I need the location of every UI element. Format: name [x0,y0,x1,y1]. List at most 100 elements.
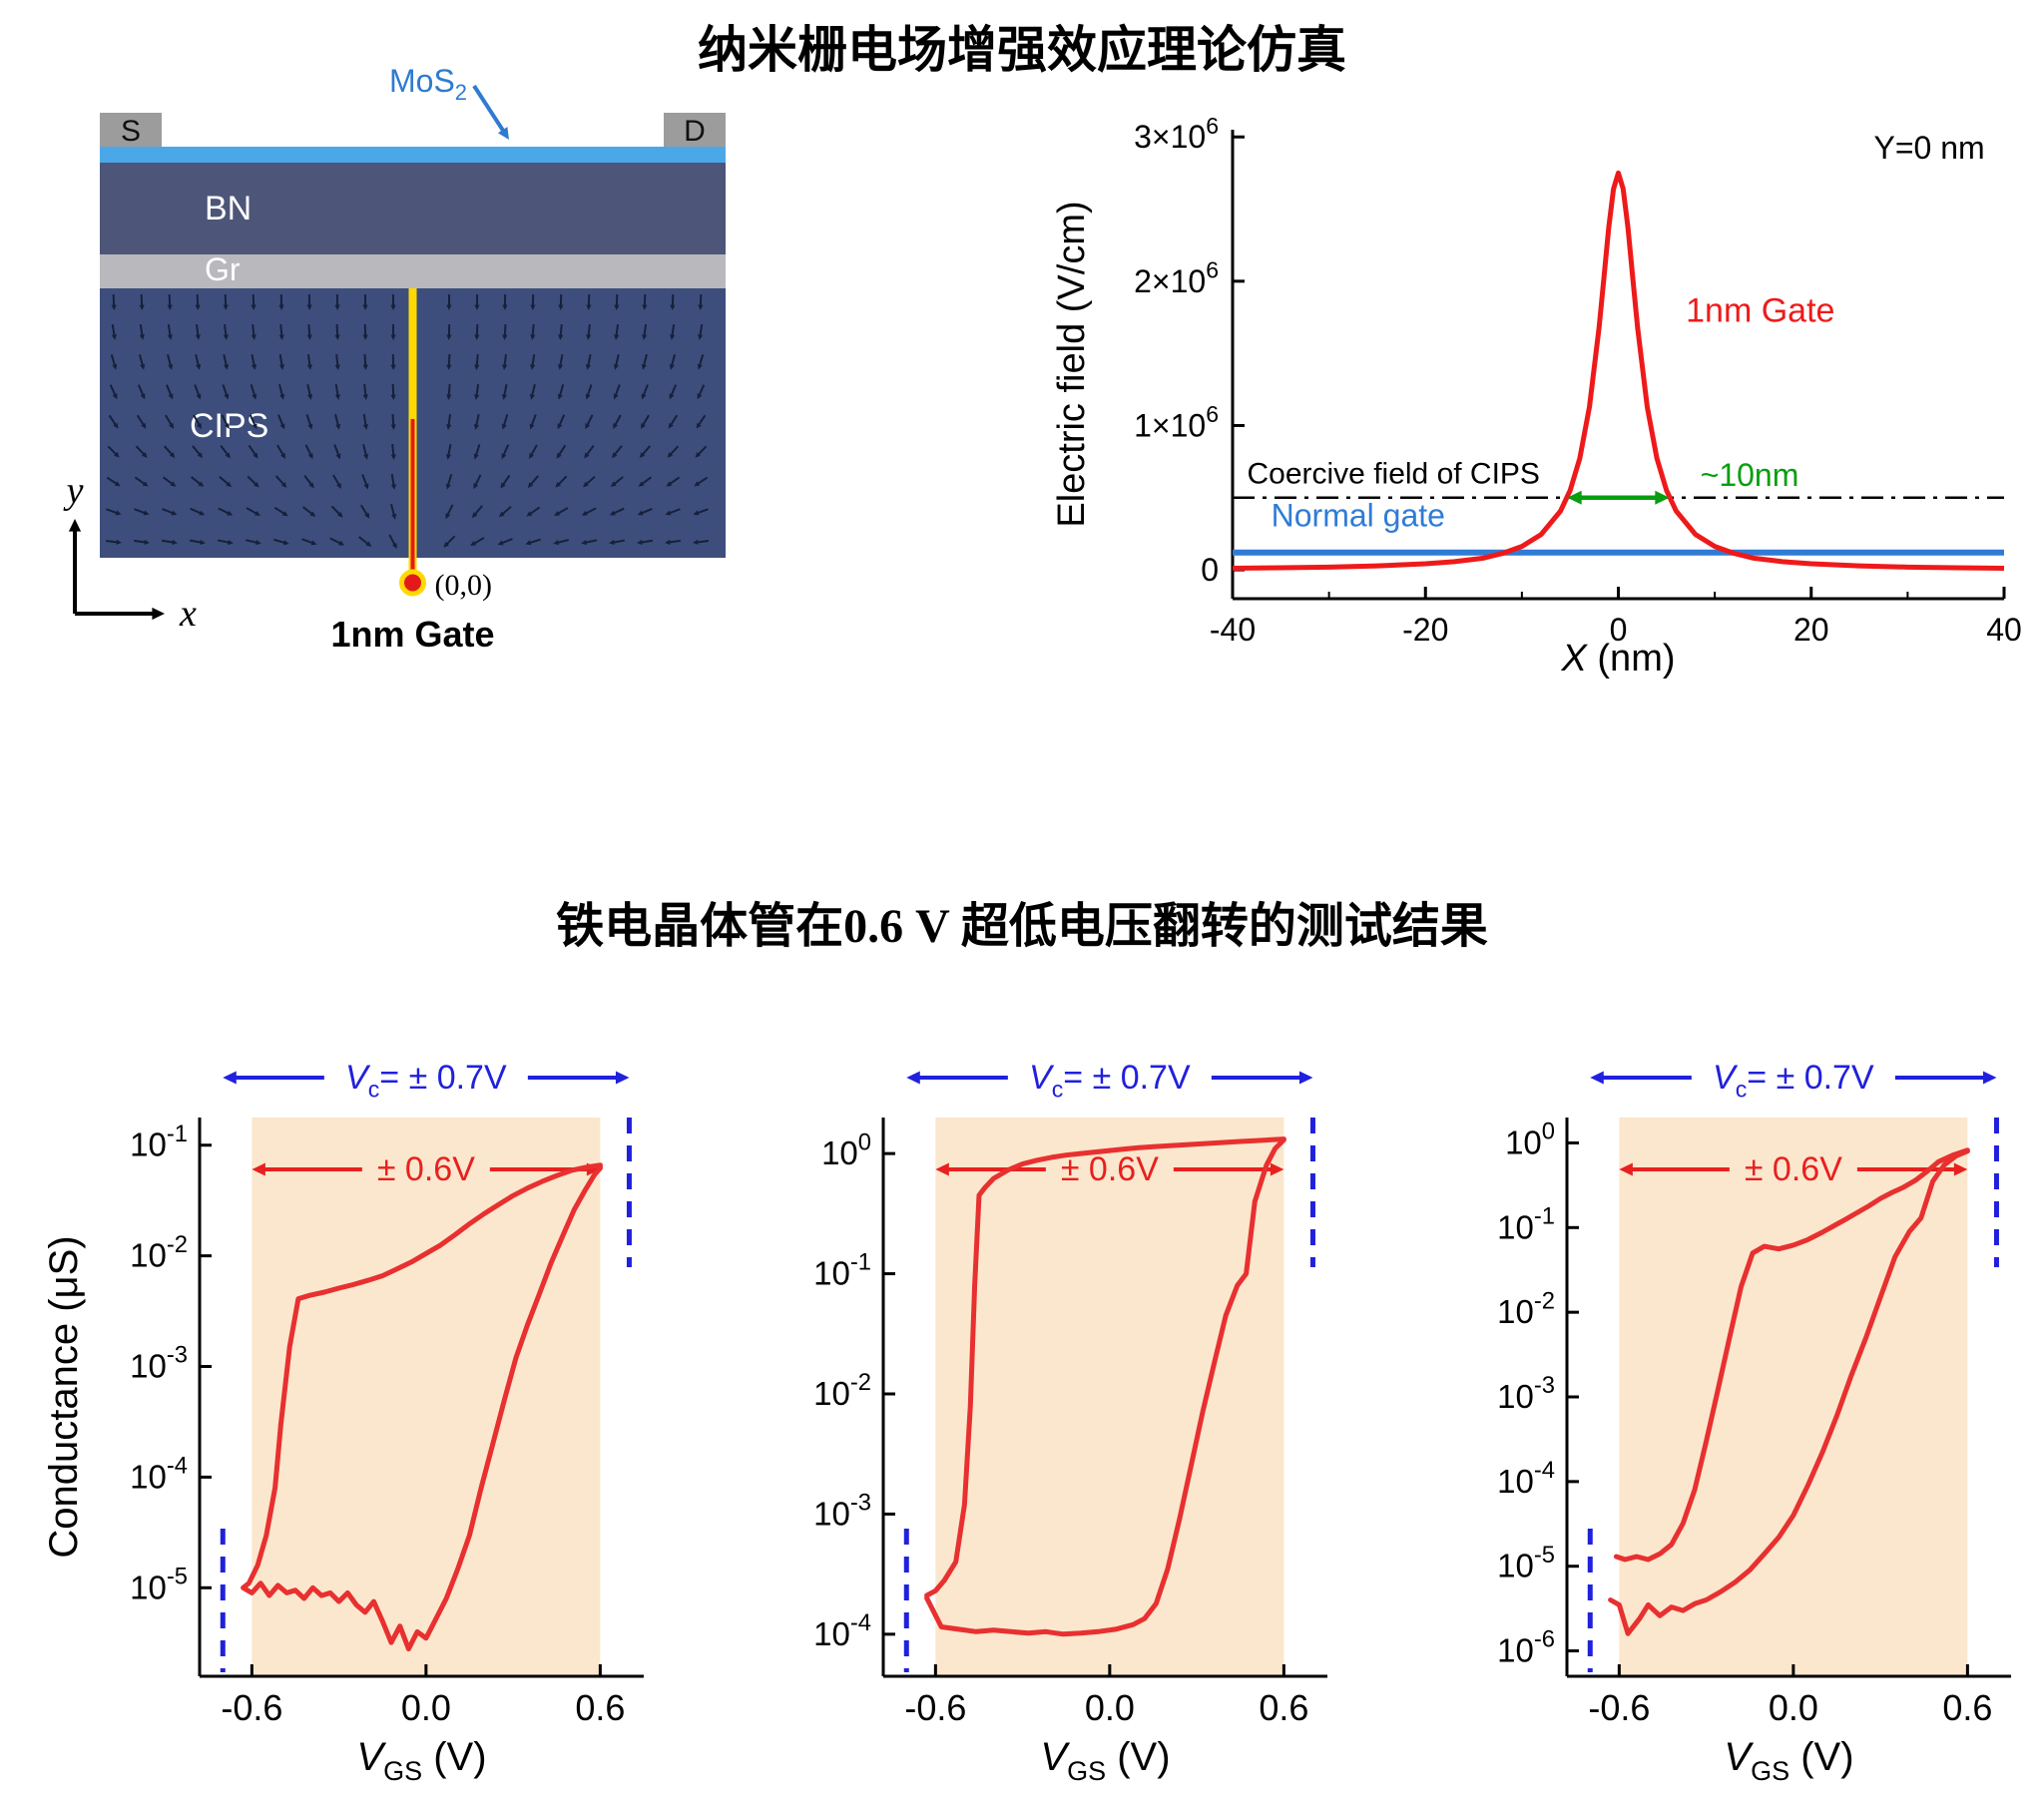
field-arrow [221,414,230,430]
field-arrow [362,413,368,430]
field-arrow [306,323,312,340]
field-arrow [250,384,257,400]
field-arrow [390,293,396,310]
sweep-annotation: ± 0.6V [1061,1150,1159,1188]
field-arrow [665,508,681,516]
field-arrow [526,506,541,517]
field-arrow [501,383,508,400]
field-arrow [251,323,256,340]
field-arrow [666,476,681,487]
field-arrow [530,323,536,340]
field-arrow [136,414,147,429]
field-arrow [306,353,312,370]
y-tick-label: 10-1 [130,1121,188,1163]
field-arrow [218,507,234,516]
field-arrow [669,384,678,400]
field-arrow [362,383,368,400]
field-arrow [556,444,567,459]
field-arrow [110,354,118,370]
field-arrow [529,383,536,400]
x-tick-label: 40 [1986,612,2022,648]
y-tick-label: 10-3 [130,1342,188,1385]
field-arrow [164,414,175,429]
y-tick-label: 10-1 [1497,1202,1555,1245]
width-arrow [1567,490,1670,505]
field-arrow [334,353,340,370]
field-arrow [195,323,201,340]
field-arrow [553,539,570,546]
field-arrow [610,476,624,488]
field-arrow [529,414,537,430]
field-arrow [167,354,174,370]
field-arrow [390,323,396,340]
field-arrow [273,506,288,517]
field-arrow [642,323,648,340]
y-tick-label: 10-5 [1497,1542,1555,1584]
y-tick-label: 10-4 [813,1609,871,1652]
field-arrow [334,293,340,310]
bn-layer [100,163,726,254]
x-tick-label: 20 [1793,612,1829,648]
field-arrow [195,293,201,310]
y-tick-label: 10-6 [1497,1626,1555,1669]
field-arrow [613,353,620,370]
field-arrow [527,475,539,489]
y-tick-label: 3×106 [1134,113,1219,155]
field-arrow [305,414,313,430]
y-tick-label: 10-4 [130,1453,188,1496]
field-arrow [474,323,480,340]
field-arrow [247,475,259,488]
field-arrow [301,538,317,546]
field-arrow [584,444,595,459]
field-arrow [278,293,284,310]
field-arrow [302,506,316,517]
source-contact [100,113,162,147]
field-arrow [555,475,568,488]
x-tick-label: 0.0 [1769,1687,1818,1728]
x-tick-label: 0.0 [401,1687,451,1728]
vc-annotation: Vc= ± 0.7V [345,1059,507,1103]
y-tick-label: 0 [1201,552,1219,588]
field-arrow [166,384,174,400]
field-arrow [137,384,146,400]
field-arrow [670,323,676,340]
vc-annotation: Vc= ± 0.7V [1029,1059,1191,1103]
field-arrow [333,444,341,460]
x-tick-label: 0.0 [1085,1687,1135,1728]
field-arrow [162,476,177,487]
field-arrow [557,414,566,430]
field-arrow [530,293,536,310]
y-tick-label: 10-2 [1497,1287,1555,1330]
field-arrow [585,353,592,370]
field-arrow [167,293,173,310]
hysteresis-curve [924,1136,1286,1637]
field-arrow [106,476,121,487]
gr-layer [100,254,726,288]
field-arrow [334,413,341,430]
field-arrow [390,473,396,490]
x-axis-title: VGS (V) [1724,1735,1853,1786]
x-tick-label: -0.6 [1588,1687,1650,1728]
field-arrow [557,384,565,400]
x-tick-label: 0.6 [1942,1687,1992,1728]
field-arrow [497,538,513,546]
y-tick-label: 10-2 [813,1369,871,1412]
field-arrow [502,353,508,370]
field-arrow [670,293,676,310]
field-arrow [390,443,396,460]
field-arrow [248,444,258,459]
transfer-chart-1: 10-1 10-2 10-3 10-4 10-5 -0.6 0.0 0.6 Vc= ± 0.7V… [42,1059,644,1786]
field-arrow [609,539,626,546]
x-axis-title: VGS (V) [1040,1735,1170,1786]
x-tick-label: 0.6 [1259,1687,1308,1728]
field-arrow [388,534,397,550]
field-arrow [614,323,620,340]
top-section-title: 纳米栅电场增强效应理论仿真 [698,22,1346,78]
field-arrow [641,353,648,370]
field-arrow [446,323,452,340]
field-arrow [390,413,396,430]
x-axis-title: X (nm) [1560,638,1675,679]
field-arrow [446,413,452,430]
field-arrow [106,508,122,516]
field-arrow [362,353,368,370]
